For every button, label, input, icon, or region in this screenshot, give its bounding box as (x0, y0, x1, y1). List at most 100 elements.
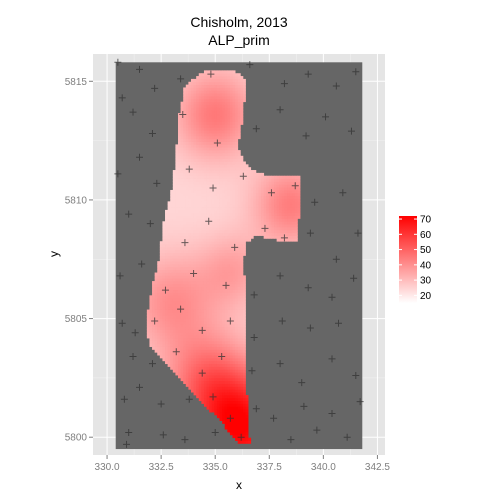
heat-cell (170, 306, 174, 310)
sample-point (114, 170, 122, 178)
heat-cell (209, 238, 213, 242)
heat-cell (211, 241, 215, 245)
heat-cell (229, 121, 233, 125)
heat-cell (170, 318, 174, 322)
heat-cell (242, 84, 246, 88)
heat-cell (201, 147, 205, 151)
heat-cell (175, 184, 179, 188)
heat-cell (149, 303, 153, 308)
heat-cell (190, 315, 194, 319)
heat-cell (214, 252, 218, 256)
heat-cell (162, 255, 166, 259)
heat-cell (201, 386, 205, 390)
heat-cell (219, 261, 223, 265)
heat-cell (206, 375, 210, 379)
heat-cell (235, 118, 239, 123)
heat-cell (248, 189, 252, 194)
heat-cell (237, 198, 241, 202)
heat-cell (227, 124, 231, 128)
heat-cell (240, 244, 244, 248)
heat-cell (203, 261, 207, 265)
heat-cell (165, 229, 169, 234)
heat-cell (203, 278, 207, 282)
heat-cell (198, 357, 202, 362)
heat-cell (172, 263, 176, 268)
heat-cell (154, 286, 158, 291)
heat-cell (201, 73, 205, 77)
heat-cell (196, 195, 200, 199)
sample-point (302, 132, 310, 140)
heat-cell (198, 170, 202, 174)
heat-cell (227, 318, 231, 322)
heat-cell (232, 235, 236, 239)
heat-cell (284, 229, 288, 234)
heat-cell (214, 235, 218, 239)
heat-cell (206, 172, 210, 177)
heat-cell (245, 192, 249, 197)
heat-cell (255, 215, 259, 219)
heat-cell (162, 252, 166, 256)
sample-point (306, 324, 314, 332)
heat-cell (222, 124, 226, 128)
sample-point (226, 317, 234, 325)
heat-cell (211, 84, 215, 88)
heat-cell (214, 238, 218, 242)
heat-cell (162, 343, 166, 347)
heat-cell (178, 150, 181, 154)
heat-cell (216, 158, 220, 162)
heat-cell (209, 98, 213, 103)
heat-cell (185, 101, 189, 105)
heat-cell (216, 246, 220, 251)
heat-cell (224, 363, 228, 367)
heat-cell (240, 76, 244, 80)
heat-cell (222, 221, 226, 225)
heat-cell (180, 252, 184, 256)
heat-cell (183, 187, 187, 191)
heat-cell (183, 349, 187, 353)
heat-cell (216, 249, 220, 254)
heat-cell (219, 178, 223, 182)
heat-cell (224, 241, 228, 245)
heat-cell (206, 104, 210, 108)
heat-cell (268, 215, 272, 219)
heat-cell (240, 161, 244, 165)
heat-cell (229, 101, 233, 105)
heat-cell (172, 175, 176, 179)
heat-cell (219, 397, 223, 402)
heat-cell (180, 118, 184, 123)
heat-cell (235, 195, 239, 199)
heat-cell (248, 207, 252, 211)
heat-cell (222, 329, 226, 333)
heat-cell (216, 76, 220, 80)
heat-cell (167, 346, 171, 350)
heat-cell (170, 278, 174, 282)
heat-cell (198, 326, 202, 330)
heat-cell (209, 326, 213, 330)
heat-cell (175, 207, 179, 211)
heat-cell (211, 306, 215, 310)
heat-cell (211, 172, 215, 177)
heat-cell (188, 343, 192, 347)
heat-cell (297, 184, 301, 188)
heat-cell (203, 158, 207, 162)
heat-cell (224, 215, 228, 219)
heat-cell (222, 269, 226, 273)
heat-cell (183, 158, 187, 162)
heat-cell (170, 195, 174, 199)
heat-cell (214, 292, 218, 296)
heat-cell (216, 255, 220, 259)
heat-cell (279, 209, 283, 214)
heat-cell (178, 141, 181, 145)
sample-point (261, 224, 269, 232)
heat-cell (152, 312, 156, 316)
heat-cell (219, 360, 223, 365)
heat-cell (235, 155, 239, 160)
heat-cell (165, 352, 169, 356)
heat-cell (193, 332, 197, 336)
heat-cell (201, 340, 205, 345)
heat-cell (203, 258, 207, 262)
heat-cell (235, 431, 239, 436)
heat-cell (235, 315, 239, 319)
heat-cell (240, 172, 244, 177)
heat-cell (183, 286, 187, 291)
